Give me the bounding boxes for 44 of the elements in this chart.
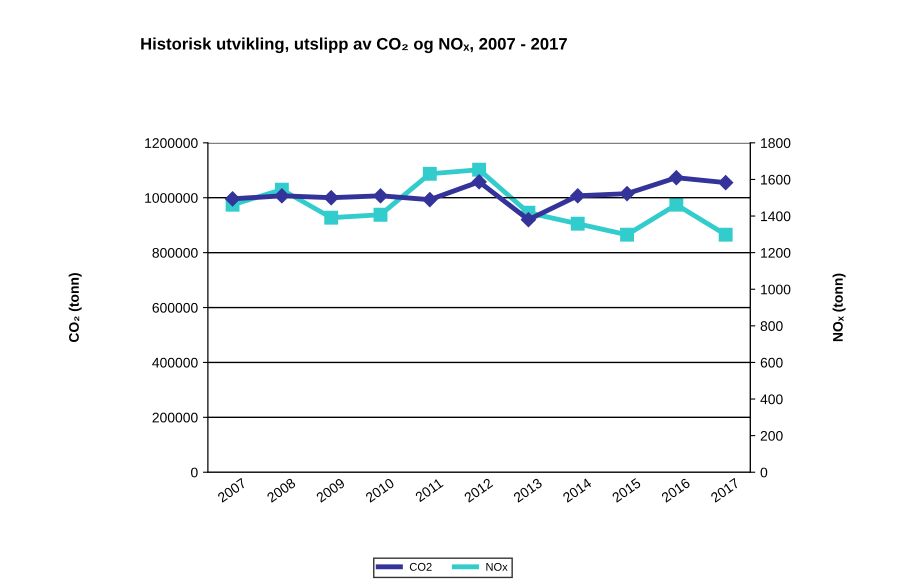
point	[372, 188, 388, 204]
point	[422, 166, 437, 181]
point	[570, 216, 585, 231]
point	[718, 228, 733, 242]
point	[374, 208, 388, 222]
point	[668, 170, 684, 186]
legend-label: NOx	[486, 562, 508, 571]
y-tick-label: 800000	[152, 248, 198, 258]
y2-tick-label: 1000	[761, 284, 790, 294]
y-tick-label: 1200000	[145, 138, 198, 148]
point	[570, 188, 586, 204]
y2-tick-label: 600	[760, 358, 783, 368]
y2-tick-label: 1400	[761, 211, 790, 222]
legend-label: CO2	[410, 562, 432, 571]
y-axis-title: CO₂ (tonn)	[68, 273, 82, 342]
point	[669, 198, 684, 212]
point	[422, 192, 438, 208]
point	[620, 228, 634, 242]
y2-tick-label: 200	[760, 430, 783, 441]
point	[520, 212, 536, 228]
chart-title: Historisk utvikling, utslipp av CO₂ og NOₓ, 2007 - 2017	[141, 37, 567, 54]
point	[274, 188, 290, 204]
y2-tick-label: 1600	[761, 174, 790, 185]
y-tick-label: 600000	[152, 302, 198, 313]
point	[472, 174, 487, 190]
y2-tick-label: 1800	[761, 138, 790, 148]
y2-tick-label: 0	[760, 468, 768, 478]
y2-tick-label: 400	[760, 394, 783, 404]
y2-tick-label: 800	[760, 321, 783, 331]
y-tick-label: 400000	[152, 358, 198, 368]
y-tick-label: 1000000	[145, 193, 198, 203]
y2-tick-label: 1200	[761, 248, 790, 258]
y-tick-label: 200000	[152, 412, 198, 422]
point	[225, 191, 240, 206]
x-tick-label: 2010	[364, 478, 395, 503]
y2-axis-title: NOₓ (tonn)	[832, 274, 846, 342]
x-tick-label: 2011	[414, 478, 444, 502]
point	[324, 210, 338, 225]
point	[619, 186, 635, 202]
y-tick-label: 0	[191, 468, 198, 478]
x-tick-label: 2009	[316, 478, 346, 503]
point	[324, 190, 339, 206]
point	[718, 175, 734, 190]
point	[472, 162, 486, 177]
